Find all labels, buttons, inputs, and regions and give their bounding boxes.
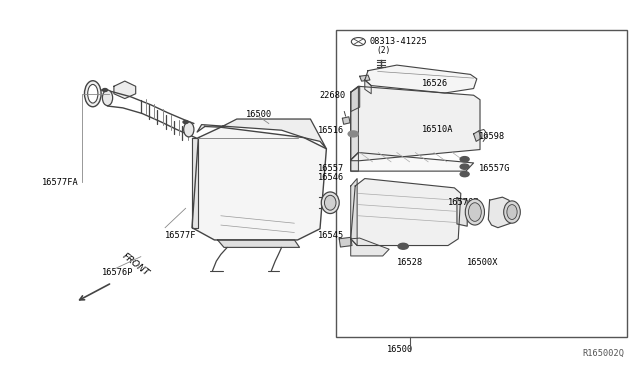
Text: 16528: 16528 — [397, 258, 423, 267]
Polygon shape — [360, 75, 370, 81]
Ellipse shape — [507, 205, 517, 219]
Polygon shape — [339, 237, 352, 247]
Text: R165002Q: R165002Q — [582, 349, 624, 358]
Circle shape — [102, 89, 108, 92]
Polygon shape — [192, 138, 198, 228]
Ellipse shape — [102, 90, 113, 106]
Polygon shape — [351, 86, 360, 112]
Text: 16598: 16598 — [479, 132, 505, 141]
Text: 16546: 16546 — [318, 173, 344, 182]
Text: 08313-41225: 08313-41225 — [370, 37, 428, 46]
Circle shape — [398, 243, 408, 249]
Polygon shape — [351, 153, 474, 171]
Text: (2): (2) — [376, 46, 390, 55]
Circle shape — [348, 131, 358, 137]
Polygon shape — [351, 153, 358, 171]
Polygon shape — [365, 65, 477, 93]
Text: 16526: 16526 — [422, 79, 449, 88]
Text: 16576P: 16576P — [102, 268, 134, 277]
Text: 16557G: 16557G — [479, 164, 510, 173]
Ellipse shape — [88, 84, 98, 103]
Text: 16516: 16516 — [318, 126, 344, 135]
Polygon shape — [488, 197, 512, 228]
Polygon shape — [351, 238, 389, 256]
Circle shape — [460, 171, 469, 177]
Circle shape — [460, 164, 469, 169]
Polygon shape — [365, 80, 371, 94]
Text: 16545: 16545 — [318, 231, 344, 240]
Text: FRONT: FRONT — [120, 252, 150, 278]
Polygon shape — [457, 198, 467, 226]
Polygon shape — [474, 131, 481, 141]
Text: 16577F: 16577F — [165, 231, 196, 240]
Polygon shape — [218, 240, 300, 247]
Ellipse shape — [84, 81, 101, 107]
Ellipse shape — [504, 201, 520, 223]
Circle shape — [183, 121, 188, 124]
Text: 16557: 16557 — [318, 164, 344, 173]
Text: 16577FA: 16577FA — [42, 178, 78, 187]
Polygon shape — [342, 117, 350, 124]
Polygon shape — [114, 81, 136, 99]
Polygon shape — [351, 179, 461, 246]
Text: 22680: 22680 — [319, 92, 346, 100]
Text: 16500: 16500 — [246, 110, 273, 119]
Polygon shape — [351, 86, 358, 160]
Ellipse shape — [184, 122, 194, 137]
Polygon shape — [351, 86, 480, 161]
Polygon shape — [192, 127, 326, 240]
Text: 16500: 16500 — [387, 345, 413, 354]
Text: 16500X: 16500X — [467, 258, 499, 267]
Polygon shape — [351, 179, 357, 246]
Ellipse shape — [465, 199, 484, 225]
Bar — [336, 30, 627, 337]
Ellipse shape — [321, 192, 339, 214]
Ellipse shape — [324, 195, 336, 210]
Polygon shape — [197, 119, 326, 149]
Ellipse shape — [468, 203, 481, 221]
Text: 16510A: 16510A — [422, 125, 454, 134]
Text: 16576E: 16576E — [448, 198, 479, 207]
Circle shape — [460, 157, 469, 162]
